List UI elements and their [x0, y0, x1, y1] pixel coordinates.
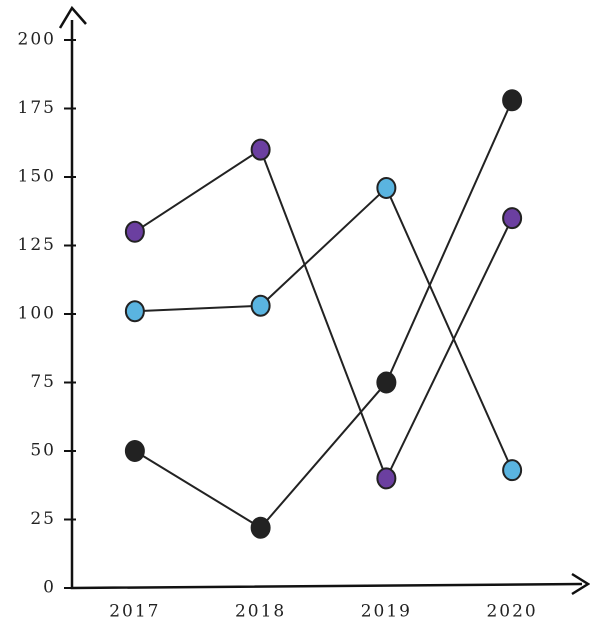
y-arrow: [58, 5, 87, 29]
x-tick-label: 2020: [486, 602, 537, 622]
y-tick-label: 100: [18, 304, 56, 324]
point: [376, 467, 397, 490]
point: [250, 516, 271, 539]
line: [134, 148, 514, 481]
y-tick-label: 0: [43, 578, 56, 598]
y-tick-label: 25: [30, 509, 56, 529]
y-tick-label: 200: [18, 30, 56, 50]
y-tick-label: 175: [18, 98, 56, 118]
point: [376, 176, 397, 199]
y-tick-label: 50: [30, 441, 56, 461]
point: [502, 89, 523, 112]
point: [502, 207, 523, 230]
line: [134, 99, 514, 530]
point: [250, 294, 271, 317]
point: [124, 220, 145, 243]
point: [124, 440, 145, 462]
x-tick-label: 2017: [109, 602, 160, 622]
y-tick-label: 125: [18, 235, 56, 255]
point: [502, 459, 523, 482]
y-tick-label: 75: [30, 372, 56, 392]
point: [250, 138, 271, 161]
y-tick-label: 150: [18, 167, 56, 187]
point: [124, 300, 145, 323]
x-tick-label: 2018: [235, 602, 286, 622]
x-tick-label: 2019: [361, 602, 412, 622]
line: [134, 186, 514, 471]
x-arrow: [571, 572, 590, 596]
point: [376, 371, 397, 394]
